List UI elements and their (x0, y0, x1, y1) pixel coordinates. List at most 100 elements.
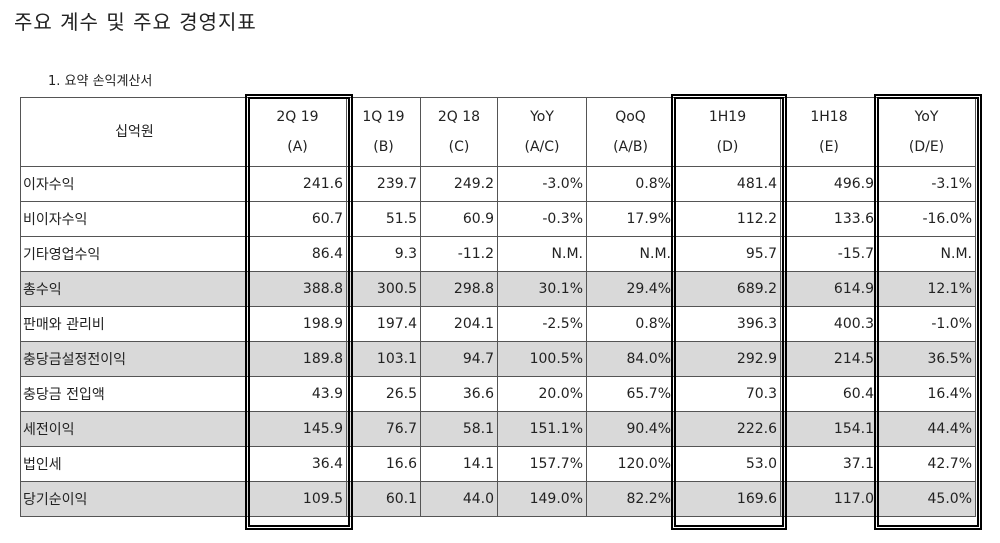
table-row: 충당금설정전이익 189.8 103.1 94.7 100.5% 84.0% 292.9 21… (20, 341, 976, 377)
table-row: 판매와 관리비 198.9 197.4 204.1 -2.5% 0.8% 396.3 400.… (20, 306, 976, 342)
column-header: YoY (A/C) (497, 97, 587, 167)
header-line: (C) (448, 139, 470, 155)
cell: 76.7 (346, 411, 421, 447)
page-title: 주요 계수 및 주요 경영지표 (14, 10, 257, 34)
cell: 9.3 (346, 236, 421, 272)
header-line: (D/E) (908, 139, 945, 155)
cell: -2.5% (497, 306, 587, 342)
header-line: (E) (819, 139, 839, 155)
cell: N.M. (497, 236, 587, 272)
cell: 90.4% (586, 411, 675, 447)
cell: 120.0% (586, 446, 675, 482)
cell: 0.8% (586, 306, 675, 342)
column-header: 1H19 (D) (674, 97, 781, 167)
cell: 20.0% (497, 376, 587, 412)
cell: 112.2 (674, 201, 781, 237)
header-line: (A) (287, 139, 308, 155)
cell: 45.0% (877, 481, 976, 517)
cell: 84.0% (586, 341, 675, 377)
header-line: 2Q 18 (437, 109, 481, 125)
column-header: QoQ (A/B) (586, 97, 675, 167)
table-body: 이자수익 241.6 239.7 249.2 -3.0% 0.8% 481.4 496.9 -3… (20, 166, 976, 517)
header-line: 2Q 19 (276, 109, 319, 125)
cell: 30.1% (497, 271, 587, 307)
row-label: 이자수익 (20, 166, 249, 202)
cell: 133.6 (780, 201, 878, 237)
cell: -1.0% (877, 306, 976, 342)
header-line: 1H19 (708, 109, 747, 125)
cell: 37.1 (780, 446, 878, 482)
row-label: 비이자수익 (20, 201, 249, 237)
table-row: 비이자수익 60.7 51.5 60.9 -0.3% 17.9% 112.2 133.6 -16… (20, 201, 976, 237)
cell: -11.2 (420, 236, 498, 272)
cell: 44.4% (877, 411, 976, 447)
column-header: 2Q 19 (A) (248, 97, 347, 167)
cell: -16.0% (877, 201, 976, 237)
cell: 496.9 (780, 166, 878, 202)
cell: 169.6 (674, 481, 781, 517)
cell: 300.5 (346, 271, 421, 307)
header-line: (A/C) (524, 139, 560, 155)
row-label: 충당금 전입액 (20, 376, 249, 412)
table-row: 총수익 388.8 300.5 298.8 30.1% 29.4% 689.2 614.9 12… (20, 271, 976, 307)
cell: 481.4 (674, 166, 781, 202)
table-row: 충당금 전입액 43.9 26.5 36.6 20.0% 65.7% 70.3 60.4 16.… (20, 376, 976, 412)
row-label: 세전이익 (20, 411, 249, 447)
table-row: 세전이익 145.9 76.7 58.1 151.1% 90.4% 222.6 154.1 44… (20, 411, 976, 447)
row-label: 판매와 관리비 (20, 306, 249, 342)
header-row: 십억원 2Q 19 (A) 1Q 19 (B) 2Q 18 (C) YoY (A/C) QoQ (A… (20, 97, 976, 167)
row-label: 당기순이익 (20, 481, 249, 517)
cell: 109.5 (248, 481, 347, 517)
column-header: YoY (D/E) (877, 97, 976, 167)
cell: 29.4% (586, 271, 675, 307)
row-label: 충당금설정전이익 (20, 341, 249, 377)
cell: 17.9% (586, 201, 675, 237)
cell: 157.7% (497, 446, 587, 482)
cell: 396.3 (674, 306, 781, 342)
cell: 241.6 (248, 166, 347, 202)
cell: 43.9 (248, 376, 347, 412)
column-header: 1Q 19 (B) (346, 97, 421, 167)
column-header: 1H18 (E) (780, 97, 878, 167)
income-table: 십억원 2Q 19 (A) 1Q 19 (B) 2Q 18 (C) YoY (A/C) QoQ (A… (20, 97, 976, 517)
cell: 26.5 (346, 376, 421, 412)
cell: 222.6 (674, 411, 781, 447)
cell: 249.2 (420, 166, 498, 202)
header-line: 1H18 (810, 109, 848, 125)
cell: 86.4 (248, 236, 347, 272)
cell: N.M. (877, 236, 976, 272)
cell: 36.4 (248, 446, 347, 482)
cell: 400.3 (780, 306, 878, 342)
cell: 204.1 (420, 306, 498, 342)
cell: 94.7 (420, 341, 498, 377)
cell: 58.1 (420, 411, 498, 447)
cell: 189.8 (248, 341, 347, 377)
cell: 16.6 (346, 446, 421, 482)
row-label: 기타영업수익 (20, 236, 249, 272)
cell: 149.0% (497, 481, 587, 517)
cell: 198.9 (248, 306, 347, 342)
cell: 117.0 (780, 481, 878, 517)
cell: 292.9 (674, 341, 781, 377)
cell: 44.0 (420, 481, 498, 517)
cell: 53.0 (674, 446, 781, 482)
cell: 145.9 (248, 411, 347, 447)
cell: 100.5% (497, 341, 587, 377)
cell: 60.9 (420, 201, 498, 237)
header-line: YoY (530, 109, 554, 125)
cell: 214.5 (780, 341, 878, 377)
cell: 614.9 (780, 271, 878, 307)
cell: 36.5% (877, 341, 976, 377)
header-line: 1Q 19 (362, 109, 405, 125)
header-line: 십억원 (115, 124, 154, 140)
cell: 298.8 (420, 271, 498, 307)
table-row: 기타영업수익 86.4 9.3 -11.2 N.M. N.M. 95.7 -15.7 N.M. (20, 236, 976, 272)
cell: 42.7% (877, 446, 976, 482)
table-row: 이자수익 241.6 239.7 249.2 -3.0% 0.8% 481.4 496.9 -3… (20, 166, 976, 202)
cell: 65.7% (586, 376, 675, 412)
section-title: 1. 요약 손익계산서 (48, 74, 153, 89)
cell: -3.0% (497, 166, 587, 202)
cell: -15.7 (780, 236, 878, 272)
